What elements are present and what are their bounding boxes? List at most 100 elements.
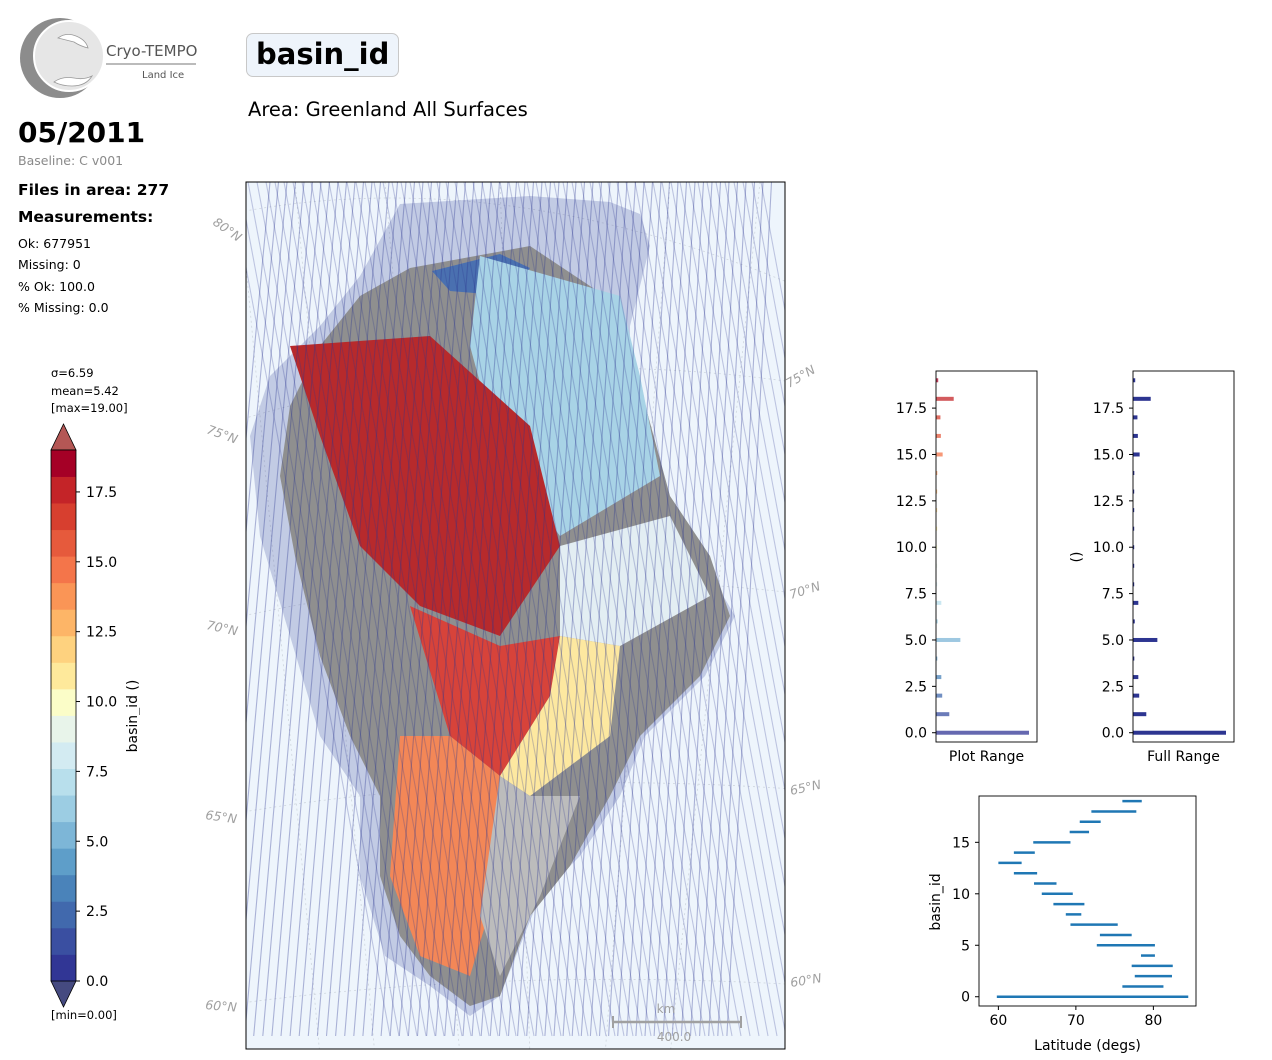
colorbar-segment <box>51 715 76 743</box>
histogram-ytick-label: 0.0 <box>905 726 927 742</box>
range-chart-ylabel: basin_id <box>928 873 944 930</box>
track-line <box>471 182 535 1037</box>
track-line <box>364 182 526 1037</box>
track-line <box>517 182 577 1037</box>
track-line <box>256 182 418 1037</box>
track-line <box>391 182 553 1037</box>
histogram-bar <box>1133 656 1135 661</box>
histogram-ytick-label: 10.0 <box>896 540 927 556</box>
colorbar-under-triangle <box>50 980 77 1008</box>
colorbar-segment <box>51 821 76 849</box>
track-line <box>292 182 454 1037</box>
colorbar-segment <box>51 503 76 531</box>
measurements-heading: Measurements: <box>18 208 154 226</box>
track-line <box>653 182 705 1037</box>
track-line <box>625 182 785 1034</box>
track-line <box>346 182 508 1037</box>
histogram-bar <box>1133 378 1136 383</box>
track-line <box>671 182 722 1037</box>
track-line <box>298 182 373 1037</box>
track-line <box>454 182 616 1037</box>
track-line <box>507 182 569 1037</box>
histogram-ytick-label: 5.0 <box>1102 633 1124 649</box>
colorbar-min: [min=0.00] <box>51 1008 117 1022</box>
track-line <box>325 182 399 1037</box>
histogram-bar <box>936 433 941 438</box>
track-line <box>680 182 730 1037</box>
track-line <box>444 182 509 1037</box>
track-line <box>598 182 760 1037</box>
map-frame <box>245 181 786 1050</box>
colorbar-segment <box>51 768 76 796</box>
track-line <box>708 182 756 1037</box>
track-line <box>316 182 390 1037</box>
track-line <box>445 182 607 1037</box>
track-line <box>607 182 769 1037</box>
histogram-ytick-label: 7.5 <box>1102 587 1124 603</box>
track-line <box>616 182 778 1037</box>
track-line <box>398 182 467 1037</box>
track-line <box>751 182 785 362</box>
histogram-frame <box>1132 370 1235 743</box>
parameter-title: basin_id <box>246 33 400 77</box>
track-line <box>246 182 297 729</box>
track-line <box>436 182 598 1037</box>
track-line <box>726 182 773 1037</box>
histogram-bar <box>936 693 943 698</box>
track-line <box>526 182 586 1037</box>
histogram-bar <box>936 452 943 457</box>
track-line <box>580 182 742 1037</box>
histogram-ytick-label: 15.0 <box>896 447 927 463</box>
range-chart-xtick-label: 80 <box>1144 1013 1162 1029</box>
track-line <box>644 182 696 1037</box>
track-line <box>724 182 785 506</box>
track-line <box>289 182 365 1037</box>
track-line <box>416 182 484 1037</box>
histogram-bar <box>1133 526 1135 531</box>
scale-unit: km <box>657 1002 676 1016</box>
range-chart-frame <box>978 795 1197 1007</box>
histogram-bar <box>936 563 938 568</box>
track-line <box>617 182 671 1037</box>
track-line <box>571 182 628 1037</box>
colorbar-label: basin_id () <box>125 680 140 753</box>
lat-label-75n-right: 75°N <box>783 362 818 391</box>
histogram-bar <box>1133 471 1135 476</box>
track-line <box>389 182 458 1037</box>
track-line <box>418 182 580 1037</box>
histogram-bar <box>1133 489 1135 494</box>
track-line <box>301 182 463 1037</box>
track-line <box>380 182 450 1037</box>
histogram-bar <box>1133 730 1226 735</box>
track-line <box>717 182 764 1037</box>
track-line <box>426 182 492 1037</box>
track-line <box>463 182 625 1037</box>
track-line <box>362 182 433 1037</box>
histogram-bar <box>936 600 942 605</box>
range-chart-xtick-label: 60 <box>989 1013 1007 1029</box>
histogram-bar <box>936 545 938 550</box>
histogram-ytick-label: 12.5 <box>896 494 927 510</box>
track-line <box>373 182 535 1037</box>
track-line <box>427 182 589 1037</box>
histogram-ytick-label: 17.5 <box>896 401 927 417</box>
track-line <box>247 182 409 1037</box>
colorbar-tick-label: 0.0 <box>86 974 108 990</box>
track-line <box>355 182 517 1037</box>
track-line <box>246 182 271 445</box>
track-line <box>535 182 594 1037</box>
histogram-bar <box>1133 396 1151 401</box>
histogram-bar <box>936 489 938 494</box>
track-line <box>435 182 501 1037</box>
histogram-bar <box>1133 600 1139 605</box>
cryo-tempo-logo: Cryo-TEMPO Land Ice <box>18 16 203 100</box>
colorbar-tick-label: 7.5 <box>86 764 108 780</box>
logo-graphic: Cryo-TEMPO Land Ice <box>20 18 197 98</box>
histogram-bar <box>1133 415 1138 420</box>
track-line <box>382 182 544 1037</box>
range-chart-ytick-label: 10 <box>952 887 970 903</box>
colorbar-segment <box>51 901 76 929</box>
colorbar-segment <box>51 927 76 955</box>
track-line <box>670 182 785 794</box>
basin-east-central <box>560 516 710 646</box>
